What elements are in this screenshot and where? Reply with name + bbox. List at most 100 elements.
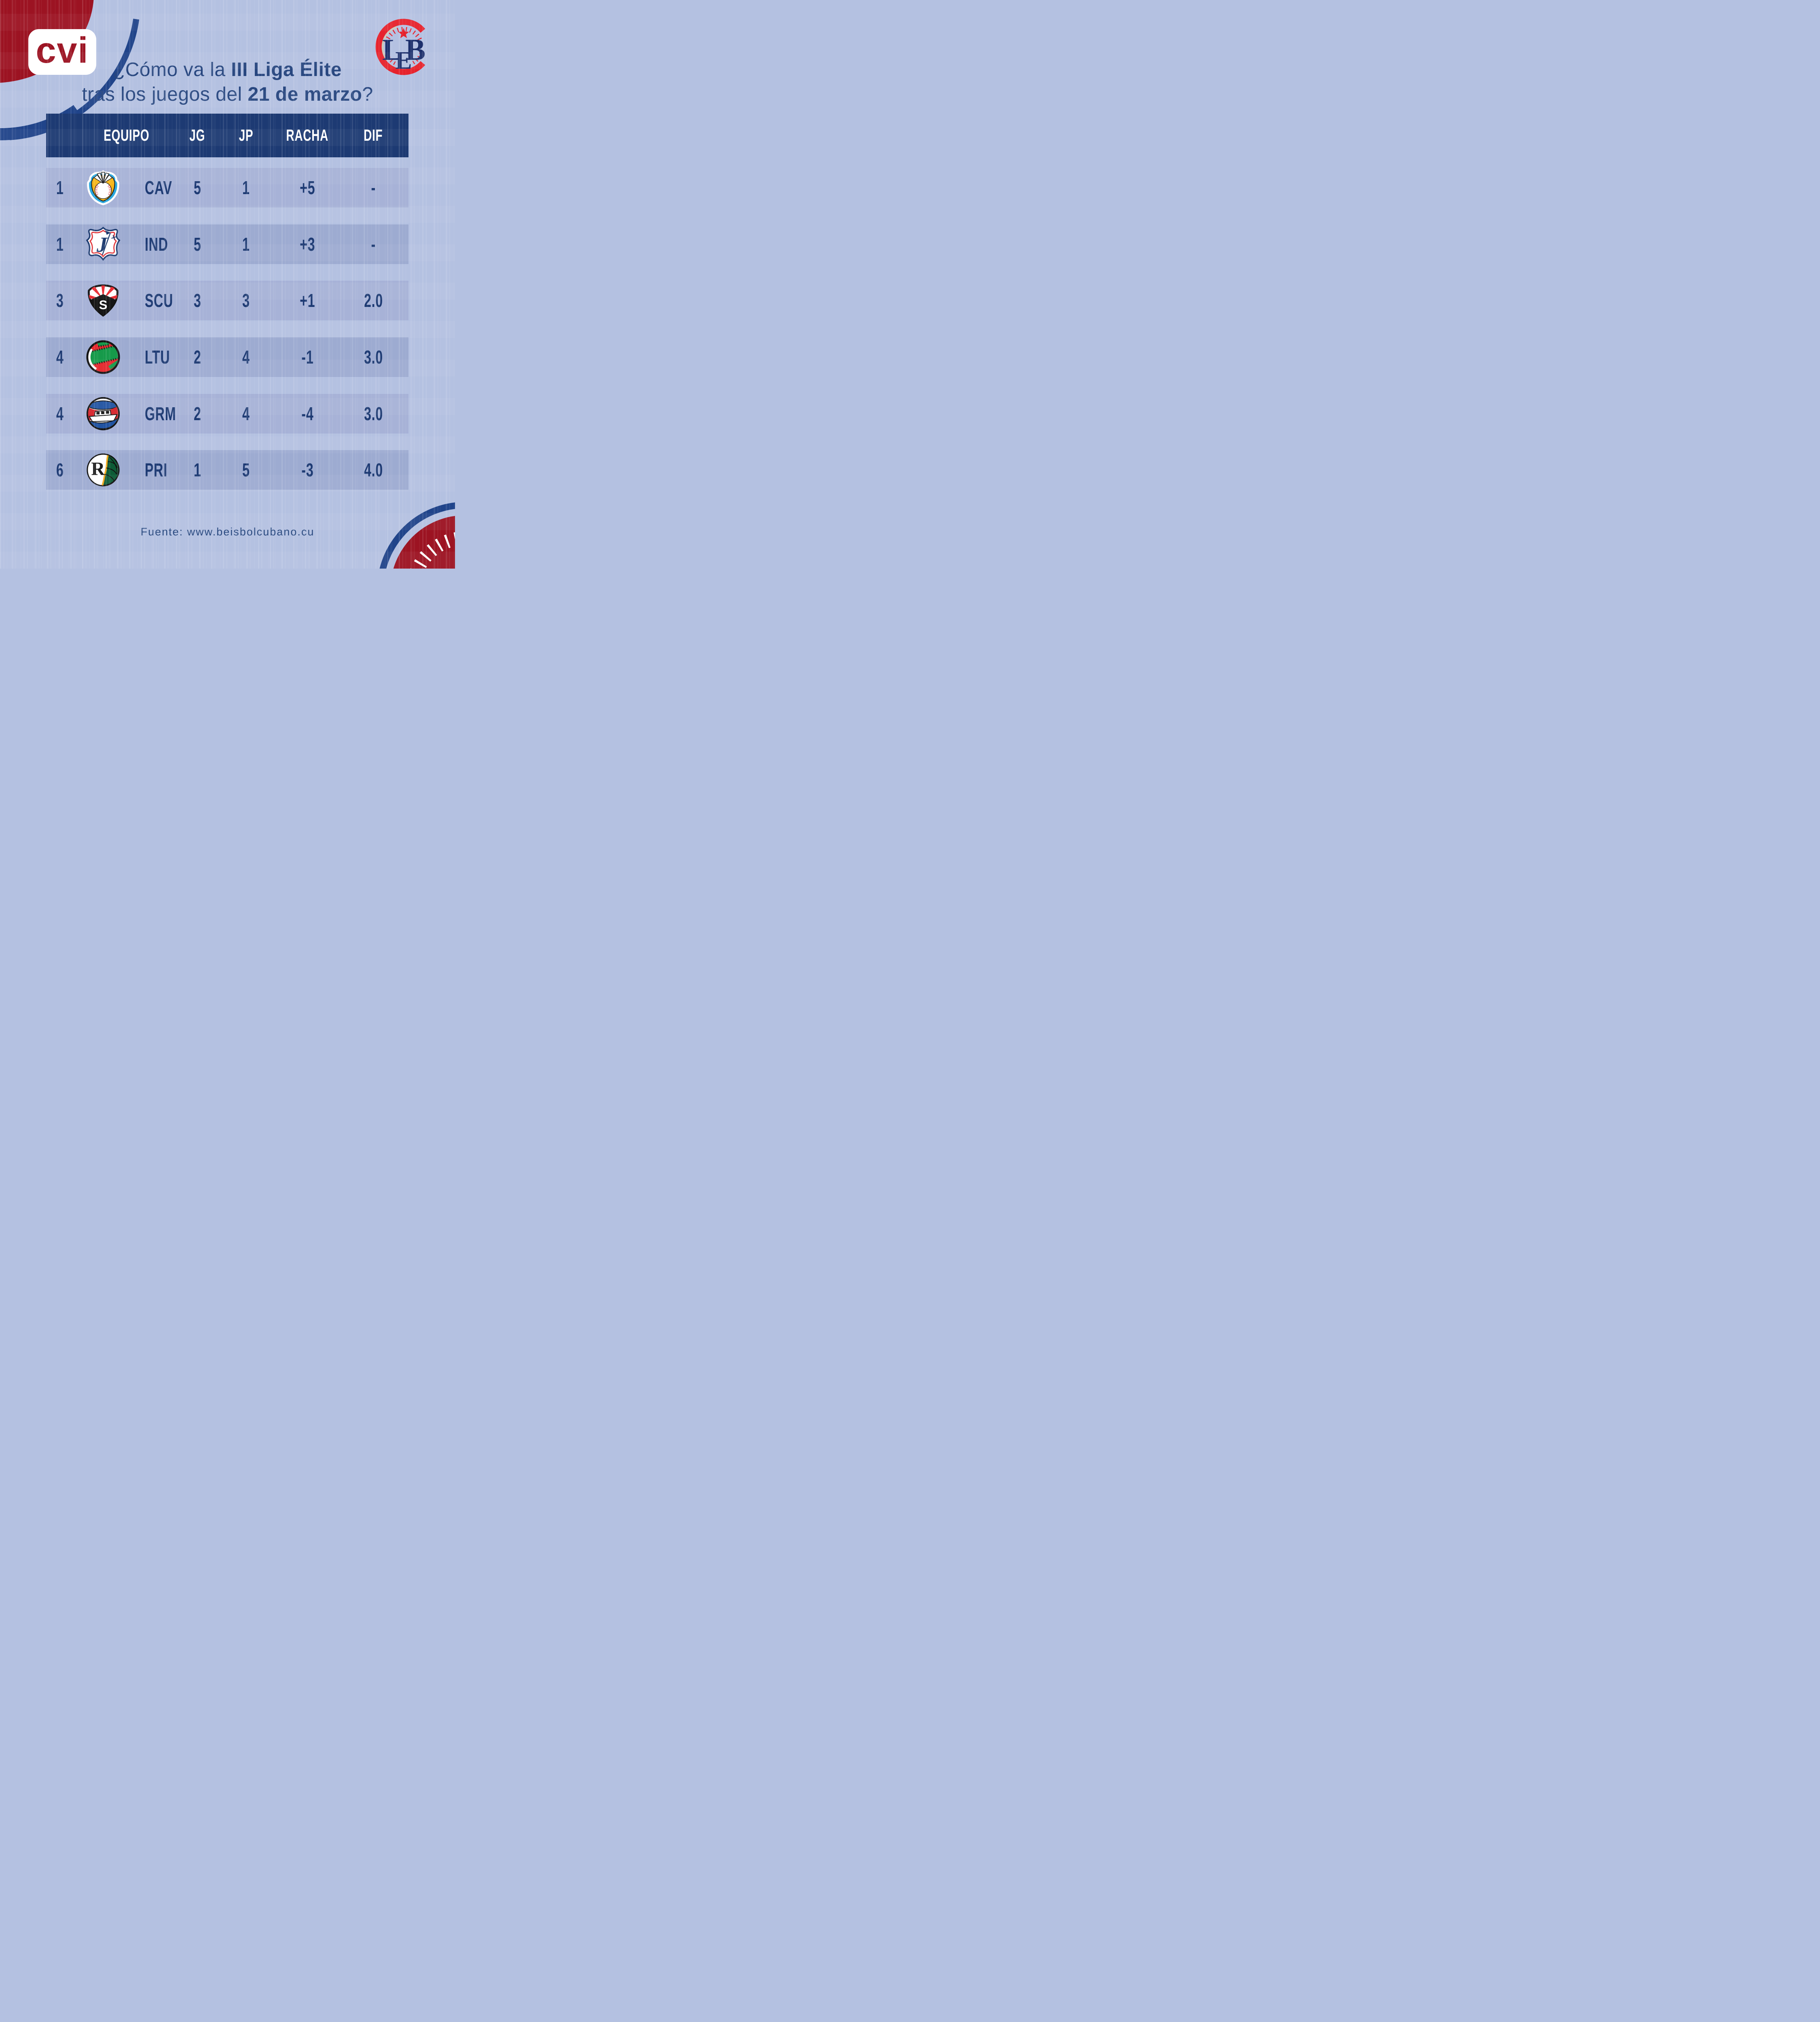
bottom-right-blue-arc (379, 502, 455, 569)
jg-cell: 2 (169, 394, 226, 434)
pri-leaf-veins (105, 456, 118, 481)
team-abbr: CAV (145, 177, 172, 198)
jg-value: 3 (193, 290, 201, 311)
leb-bottom-left-stitches (384, 52, 396, 65)
leb-letter-l: L (382, 33, 402, 67)
bottom-right-red-ball (393, 516, 455, 569)
jg-cell: 3 (169, 281, 226, 320)
header-jp: JP (218, 114, 274, 157)
table-row-pri: 6 R PRI 1 5 -3 4.0 (46, 450, 408, 490)
jp-value: 4 (242, 347, 250, 368)
ind-arrow (102, 233, 111, 255)
rank-cell: 4 (32, 394, 88, 434)
racha-cell: +3 (279, 224, 336, 264)
title-line1-bold: III Liga Élite (231, 59, 342, 80)
pri-letter: R (91, 459, 105, 480)
jp-cell: 1 (218, 224, 274, 264)
jp-cell: 5 (218, 450, 274, 490)
racha-cell: +1 (279, 281, 336, 320)
dif-cell: 4.0 (345, 450, 402, 490)
cav-baseball (94, 182, 112, 199)
jp-value: 4 (242, 403, 250, 424)
jp-value: 5 (242, 459, 250, 480)
cav-team-logo (87, 170, 119, 205)
team-abbr-cell: LTU (145, 337, 214, 377)
dif-cell: - (345, 224, 402, 264)
jp-value: 3 (242, 290, 250, 311)
team-abbr: LTU (145, 347, 170, 368)
cav-stitch-right (108, 185, 112, 196)
racha-value: +1 (299, 290, 315, 311)
header-jg: JG (169, 114, 226, 157)
dif-value: - (371, 234, 376, 255)
table-row-ind: 1 J IND 5 1 +3 - (46, 224, 408, 264)
racha-value: -4 (301, 403, 314, 424)
racha-value: -1 (301, 347, 314, 368)
ind-sparkle (111, 235, 116, 240)
rank-cell: 4 (32, 337, 88, 377)
rank-value: 1 (56, 234, 64, 255)
rank-cell: 1 (32, 224, 88, 264)
ind-shield (86, 226, 121, 261)
dif-value: 2.0 (364, 290, 383, 311)
leb-grey-crescent (381, 25, 397, 62)
cav-leaf-crown (93, 172, 113, 184)
jp-cell: 4 (218, 394, 274, 434)
team-abbr-cell: CAV (145, 168, 214, 207)
rank-value: 4 (56, 403, 64, 424)
dif-cell: 3.0 (345, 394, 402, 434)
cav-stitch-left (95, 185, 99, 196)
team-abbr-cell: IND (145, 224, 214, 264)
team-abbr-cell: GRM (145, 394, 214, 434)
header-jg-label: JG (189, 126, 205, 144)
pri-team-logo: R (87, 453, 120, 486)
header-dif: DIF (345, 114, 402, 157)
racha-cell: -3 (279, 450, 336, 490)
racha-value: +3 (299, 234, 315, 255)
jg-cell: 5 (169, 224, 226, 264)
dif-value: 3.0 (364, 403, 383, 424)
cvi-logo-text: cvi (36, 30, 89, 71)
grm-team-logo (86, 397, 120, 431)
team-abbr: SCU (145, 290, 174, 311)
dif-cell: 3.0 (345, 337, 402, 377)
jp-cell: 4 (218, 337, 274, 377)
rank-cell: 1 (32, 168, 88, 207)
title-line-2: tras los juegos del 21 de marzo? (0, 82, 455, 107)
rank-cell: 6 (32, 450, 88, 490)
jp-value: 1 (242, 177, 250, 198)
header-dif-label: DIF (364, 126, 383, 144)
jg-value: 5 (193, 177, 201, 198)
jp-cell: 1 (218, 168, 274, 207)
jg-cell: 1 (169, 450, 226, 490)
ltu-team-logo (86, 340, 120, 374)
jg-cell: 5 (169, 168, 226, 207)
rank-value: 3 (56, 290, 64, 311)
scu-letter: S (99, 298, 108, 312)
header-equipo-label: EQUIPO (104, 126, 150, 144)
table-row-grm: 4 GRM 2 4 -4 3.0 (46, 394, 408, 434)
dif-value: - (371, 177, 376, 198)
header-equipo: EQUIPO (98, 114, 155, 157)
title-line2-bold: 21 de marzo (248, 84, 362, 105)
leb-letter-b: B (405, 33, 425, 67)
bottom-right-baseball-decoration (379, 502, 455, 569)
leb-red-c-ring (375, 19, 425, 75)
jp-cell: 3 (218, 281, 274, 320)
leb-bottom-right-stitches (411, 52, 423, 65)
title-line1-regular: ¿Cómo va la (113, 59, 231, 80)
team-abbr: IND (145, 234, 168, 255)
team-abbr-cell: SCU (145, 281, 214, 320)
team-abbr: GRM (145, 403, 176, 424)
header-jp-label: JP (239, 126, 253, 144)
title-line2-regular: tras los juegos del (82, 84, 248, 105)
jg-value: 2 (193, 403, 201, 424)
rank-value: 6 (56, 459, 64, 480)
dif-value: 4.0 (364, 459, 383, 480)
team-abbr: PRI (145, 459, 167, 480)
dif-cell: - (345, 168, 402, 207)
dif-cell: 2.0 (345, 281, 402, 320)
rank-value: 1 (56, 177, 64, 198)
rank-value: 4 (56, 347, 64, 368)
leb-star-icon (398, 28, 409, 38)
